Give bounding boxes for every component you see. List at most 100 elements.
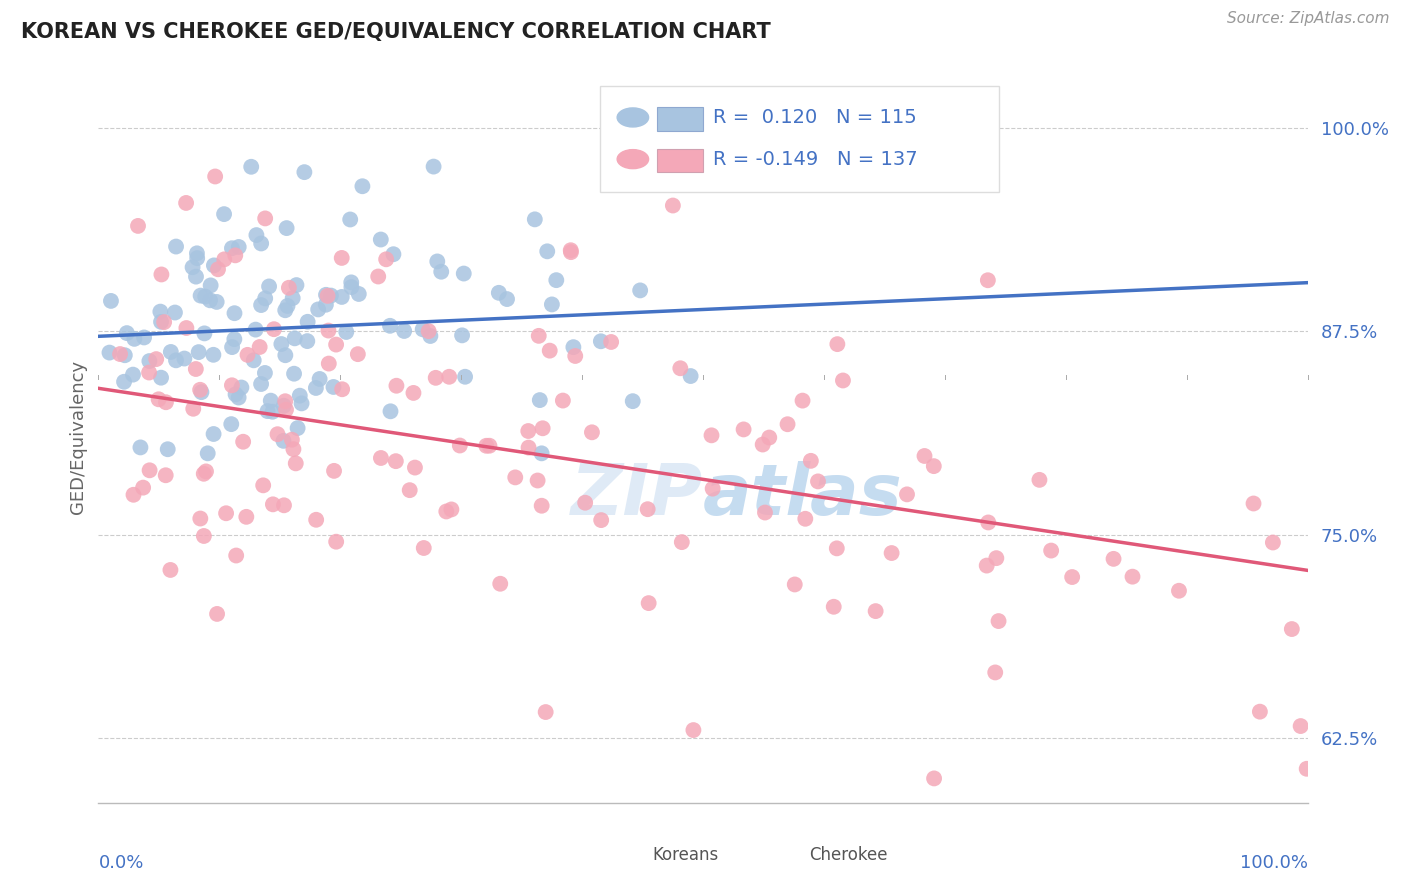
Point (193, 467, 215, 481)
Point (250, 298, 273, 312)
Point (159, 563, 181, 577)
Point (1243, 496, 1265, 510)
Point (174, 196, 197, 211)
Point (287, 421, 309, 435)
Point (1168, 583, 1191, 598)
Point (325, 534, 347, 549)
Point (589, 334, 612, 349)
Point (202, 427, 225, 442)
Point (527, 329, 550, 343)
Point (122, 488, 145, 502)
Point (225, 549, 247, 563)
Point (517, 441, 540, 455)
Point (194, 289, 217, 303)
Point (591, 513, 613, 527)
Point (531, 421, 554, 435)
Point (984, 665, 1007, 680)
Point (976, 558, 998, 573)
Point (305, 513, 328, 527)
Point (404, 460, 426, 475)
Point (288, 389, 311, 403)
Point (262, 497, 284, 511)
Point (292, 165, 315, 179)
Point (156, 442, 179, 457)
Point (186, 246, 208, 260)
Point (536, 244, 558, 259)
Point (108, 347, 131, 361)
Point (865, 604, 887, 618)
Point (807, 475, 830, 489)
Point (173, 351, 195, 366)
Point (224, 248, 246, 262)
Point (827, 337, 849, 351)
Text: atlas: atlas (703, 461, 903, 530)
Point (914, 449, 936, 463)
Point (977, 516, 1000, 530)
Point (305, 381, 328, 395)
Point (249, 340, 271, 354)
Point (478, 439, 501, 453)
Point (922, 772, 945, 786)
Point (273, 399, 295, 413)
Point (392, 324, 415, 338)
Point (257, 279, 280, 293)
Point (181, 260, 204, 275)
Point (440, 502, 463, 516)
Point (98, 345, 121, 359)
Text: 0.0%: 0.0% (98, 854, 143, 872)
Point (225, 387, 247, 401)
Point (297, 315, 319, 329)
Point (219, 417, 242, 431)
Point (132, 330, 155, 344)
Point (437, 369, 460, 384)
Point (221, 340, 243, 354)
Point (412, 541, 434, 555)
Point (262, 405, 284, 419)
Point (378, 318, 401, 333)
Point (307, 302, 329, 317)
Point (254, 211, 277, 226)
Point (489, 576, 512, 591)
Point (274, 303, 297, 318)
Point (581, 425, 603, 440)
Point (281, 433, 304, 447)
Point (245, 323, 267, 337)
Point (284, 456, 307, 470)
Point (150, 315, 173, 329)
Point (190, 288, 212, 302)
Point (184, 362, 207, 376)
Point (186, 251, 208, 265)
Point (530, 499, 553, 513)
Point (754, 506, 776, 520)
Point (276, 221, 298, 235)
Bar (606, 850, 643, 866)
Text: 100.0%: 100.0% (1240, 854, 1308, 872)
Point (434, 504, 457, 518)
Point (526, 474, 548, 488)
Point (330, 251, 353, 265)
Point (1281, 622, 1303, 636)
Point (129, 441, 152, 455)
Point (1289, 719, 1312, 733)
Point (190, 385, 212, 400)
Point (751, 437, 773, 451)
Point (221, 241, 243, 255)
Point (214, 252, 236, 267)
Point (273, 498, 295, 512)
Point (231, 380, 253, 394)
Point (475, 439, 498, 453)
Point (188, 511, 211, 525)
Point (252, 478, 274, 492)
Point (600, 334, 623, 349)
Point (114, 348, 136, 362)
Point (165, 239, 187, 253)
Point (316, 289, 339, 303)
Point (215, 506, 238, 520)
Point (987, 614, 1010, 628)
Point (122, 368, 145, 382)
Point (277, 281, 299, 295)
Text: R = -0.149   N = 137: R = -0.149 N = 137 (713, 150, 917, 169)
Point (200, 278, 222, 293)
Point (792, 393, 814, 408)
Point (574, 496, 596, 510)
